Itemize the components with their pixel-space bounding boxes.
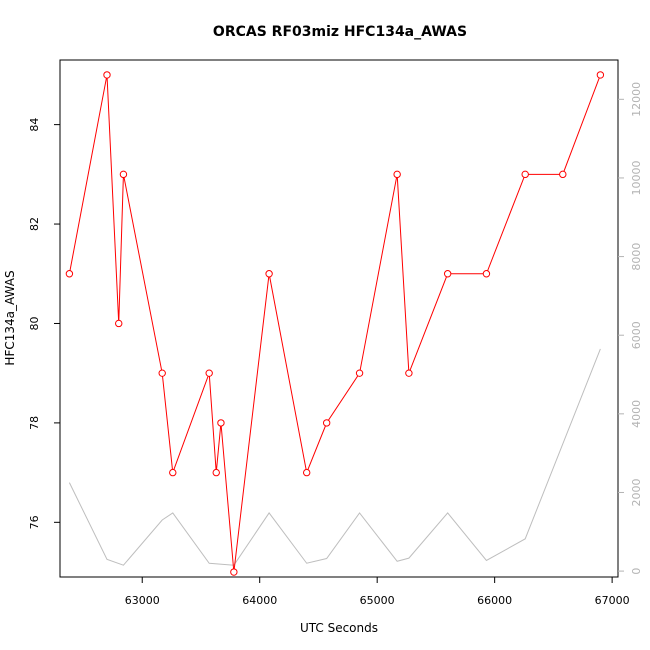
x-axis: 63000 64000 65000 66000 67000 (125, 577, 630, 607)
y-axis-label: HFC134a_AWAS (3, 270, 17, 365)
plot-frame (59, 59, 619, 578)
x-tick-label: 66000 (477, 594, 512, 607)
data-point (302, 468, 311, 477)
secondary-y-tick-label: 4000 (630, 400, 643, 428)
x-tick-label: 65000 (360, 594, 395, 607)
chart-title: ORCAS RF03miz HFC134a_AWAS (213, 24, 467, 40)
y-tick-label: 82 (28, 217, 41, 231)
y-tick-label: 80 (28, 316, 41, 330)
data-point (212, 468, 220, 477)
y-tick-label: 78 (28, 416, 41, 430)
secondary-y-tick-label: 2000 (630, 478, 643, 506)
data-point (322, 419, 331, 427)
y-tick-label: 76 (28, 515, 41, 529)
data-point (596, 71, 605, 79)
secondary-y-tick-label: 10000 (630, 160, 643, 195)
data-point (265, 270, 273, 278)
secondary-y-tick-label: 6000 (630, 321, 643, 349)
x-axis-label: UTC Seconds (300, 621, 378, 635)
secondary-y-tick-label: 0 (630, 568, 643, 575)
data-point (230, 568, 238, 576)
secondary-y-tick-label: 8000 (630, 243, 643, 271)
y-axis: 76 78 80 82 84 (28, 118, 60, 529)
data-point (217, 419, 225, 427)
data-point (205, 369, 213, 377)
data-point (169, 468, 177, 477)
secondary-y-axis: 0 2000 4000 6000 8000 10000 12000 (618, 82, 643, 575)
x-tick-label: 63000 (125, 594, 160, 607)
data-point (521, 170, 529, 179)
data-point (115, 319, 123, 328)
secondary-series (68, 348, 601, 566)
data-point (482, 270, 491, 278)
data-point (158, 369, 166, 377)
data-point (443, 270, 452, 278)
data-point (393, 170, 401, 179)
x-tick-label: 64000 (242, 594, 277, 607)
secondary-series-line (68, 348, 601, 566)
data-point (405, 369, 413, 377)
primary-series (65, 71, 605, 576)
primary-series-line (68, 74, 601, 573)
data-point (65, 270, 74, 278)
y-tick-label: 84 (28, 118, 41, 132)
x-tick-label: 67000 (595, 594, 630, 607)
data-point (559, 170, 567, 179)
data-point (103, 71, 111, 79)
secondary-y-tick-label: 12000 (630, 82, 643, 117)
data-point (119, 170, 128, 179)
data-point (355, 369, 364, 377)
